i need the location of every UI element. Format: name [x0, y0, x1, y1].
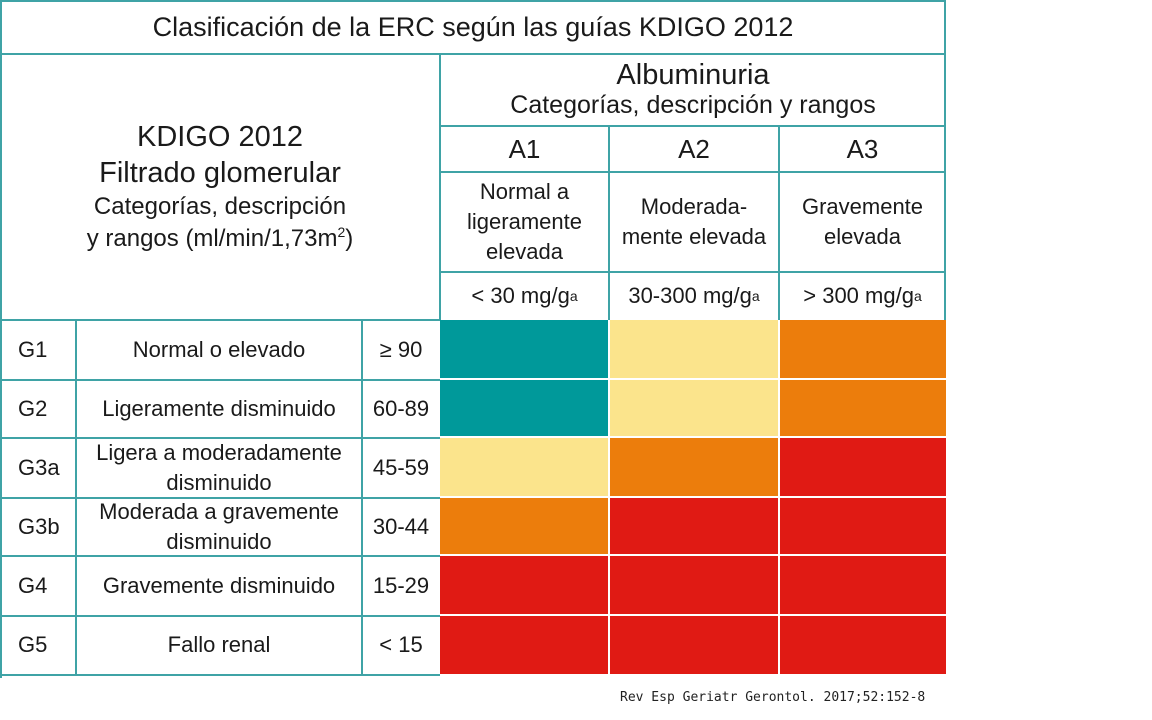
- risk-cell-g4-a1: [440, 556, 608, 614]
- row-range-g3b: 30-44: [372, 514, 430, 539]
- grid-line: [439, 53, 441, 320]
- row-desc-g3a-line1: Ligera a moderadamente: [96, 440, 342, 465]
- grid-line: [440, 171, 946, 173]
- grid-line: [0, 0, 2, 678]
- risk-cell-g2-a3: [780, 380, 946, 436]
- col-range-a1-text: < 30 mg/g: [471, 283, 570, 308]
- kdigo-table: Clasificación de la ERC según las guías …: [0, 0, 946, 678]
- col-desc-a1: Normal a ligeramente elevada: [440, 172, 609, 272]
- risk-cell-g2-a1: [440, 380, 608, 436]
- row-code-g3b: G3b: [18, 514, 60, 539]
- col-range-a3-text: > 300 mg/g: [803, 283, 914, 308]
- col-code-a2: A2: [678, 133, 710, 164]
- col-desc-a2: Moderada- mente elevada: [609, 172, 779, 272]
- grid-line: [0, 53, 946, 55]
- grid-line: [0, 674, 440, 676]
- grid-line: [440, 271, 946, 273]
- risk-cell-g1-a1: [440, 320, 608, 378]
- albuminuria-title: Albuminuria: [616, 59, 770, 91]
- col-desc-a3-line2: elevada: [823, 224, 902, 249]
- row-desc-g1: Normal o elevado: [132, 337, 306, 362]
- source-citation: Rev Esp Geriatr Gerontol. 2017;52:152-8: [620, 690, 926, 705]
- col-desc-a1-line1: Normal a: [479, 179, 570, 204]
- risk-cell-g1-a3: [780, 320, 946, 378]
- grid-line: [0, 615, 440, 617]
- gfr-header-line1: KDIGO 2012: [136, 121, 304, 153]
- risk-cell-g5-a3: [780, 616, 946, 674]
- grid-line: [0, 497, 440, 499]
- risk-cell-g3b-a3: [780, 498, 946, 554]
- row-desc-g5: Fallo renal: [167, 632, 271, 657]
- risk-cell-g2-a2: [610, 380, 778, 436]
- grid-line: [361, 320, 363, 676]
- gfr-header: KDIGO 2012 Filtrado glomerular Categoría…: [0, 54, 440, 320]
- col-desc-a2-line2: mente elevada: [621, 224, 767, 249]
- row-code-g4: G4: [18, 573, 48, 598]
- grid-line: [0, 555, 440, 557]
- grid-line: [440, 125, 946, 127]
- albuminuria-subtitle: Categorías, descripción y rangos: [510, 91, 876, 119]
- grid-line: [608, 126, 610, 320]
- row-range-g4: 15-29: [372, 573, 430, 598]
- col-range-a2: 30-300 mg/g a: [628, 283, 760, 308]
- row-range-g5: < 15: [379, 632, 423, 657]
- grid-line: [75, 320, 77, 676]
- col-desc-a1-line2: ligeramente: [467, 209, 582, 234]
- row-desc-g3b-line2: disminuido: [166, 529, 272, 554]
- col-desc-a3-line1: Gravemente: [801, 194, 924, 219]
- grid-line: [0, 319, 440, 321]
- grid-line: [944, 0, 946, 320]
- grid-line: [0, 437, 440, 439]
- risk-cell-g3a-a3: [780, 438, 946, 496]
- gfr-header-line3: Categorías, descripción: [93, 193, 347, 220]
- row-range-g2: 60-89: [372, 396, 430, 421]
- gfr-header-line2: Filtrado glomerular: [99, 157, 341, 189]
- col-range-a3: > 300 mg/g a: [803, 283, 922, 308]
- grid-line: [0, 379, 440, 381]
- gfr-header-line4: y rangos (ml/min/1,73m2): [87, 223, 354, 255]
- row-desc-g3b: Moderada a gravemente disminuido: [76, 498, 362, 556]
- albuminuria-header: Albuminuria Categorías, descripción y ra…: [440, 54, 946, 126]
- row-desc-g3a-line2: disminuido: [166, 470, 272, 495]
- risk-cell-g1-a2: [610, 320, 778, 378]
- row-code-g3a: G3a: [18, 455, 60, 480]
- gfr-units-suffix: ): [345, 225, 354, 252]
- row-desc-g3b-line1: Moderada a gravemente: [99, 499, 339, 524]
- col-range-a2-text: 30-300 mg/g: [628, 283, 752, 308]
- risk-cell-g3a-a2: [610, 438, 778, 496]
- grid-line: [778, 126, 780, 320]
- risk-cell-g5-a1: [440, 616, 608, 674]
- table-title: Clasificación de la ERC según las guías …: [152, 11, 794, 42]
- risk-cell-g5-a2: [610, 616, 778, 674]
- risk-cell-g3b-a2: [610, 498, 778, 554]
- risk-cell-g4-a2: [610, 556, 778, 614]
- row-desc-g3a: Ligera a moderadamente disminuido: [76, 438, 362, 498]
- row-desc-g2: Ligeramente disminuido: [102, 396, 336, 421]
- col-desc-a1-line3: elevada: [485, 239, 564, 264]
- risk-cell-g3a-a1: [440, 438, 608, 496]
- row-code-g5: G5: [18, 632, 48, 657]
- risk-cell-g3b-a1: [440, 498, 608, 554]
- col-range-a1: < 30 mg/g a: [471, 283, 578, 308]
- grid-line: [0, 0, 946, 2]
- gfr-units-prefix: y rangos (ml/min/1,73m: [86, 225, 338, 252]
- gfr-units-sup: 2: [337, 224, 346, 240]
- col-desc-a2-line1: Moderada-: [640, 194, 748, 219]
- row-desc-g4: Gravemente disminuido: [102, 573, 336, 598]
- col-code-a3: A3: [846, 133, 879, 164]
- col-code-a1: A1: [508, 133, 541, 164]
- col-desc-a3: Gravemente elevada: [779, 172, 946, 272]
- row-code-g1: G1: [18, 337, 48, 362]
- row-range-g1: ≥ 90: [379, 337, 423, 362]
- row-range-g3a: 45-59: [372, 455, 430, 480]
- risk-cell-g4-a3: [780, 556, 946, 614]
- row-code-g2: G2: [18, 396, 48, 421]
